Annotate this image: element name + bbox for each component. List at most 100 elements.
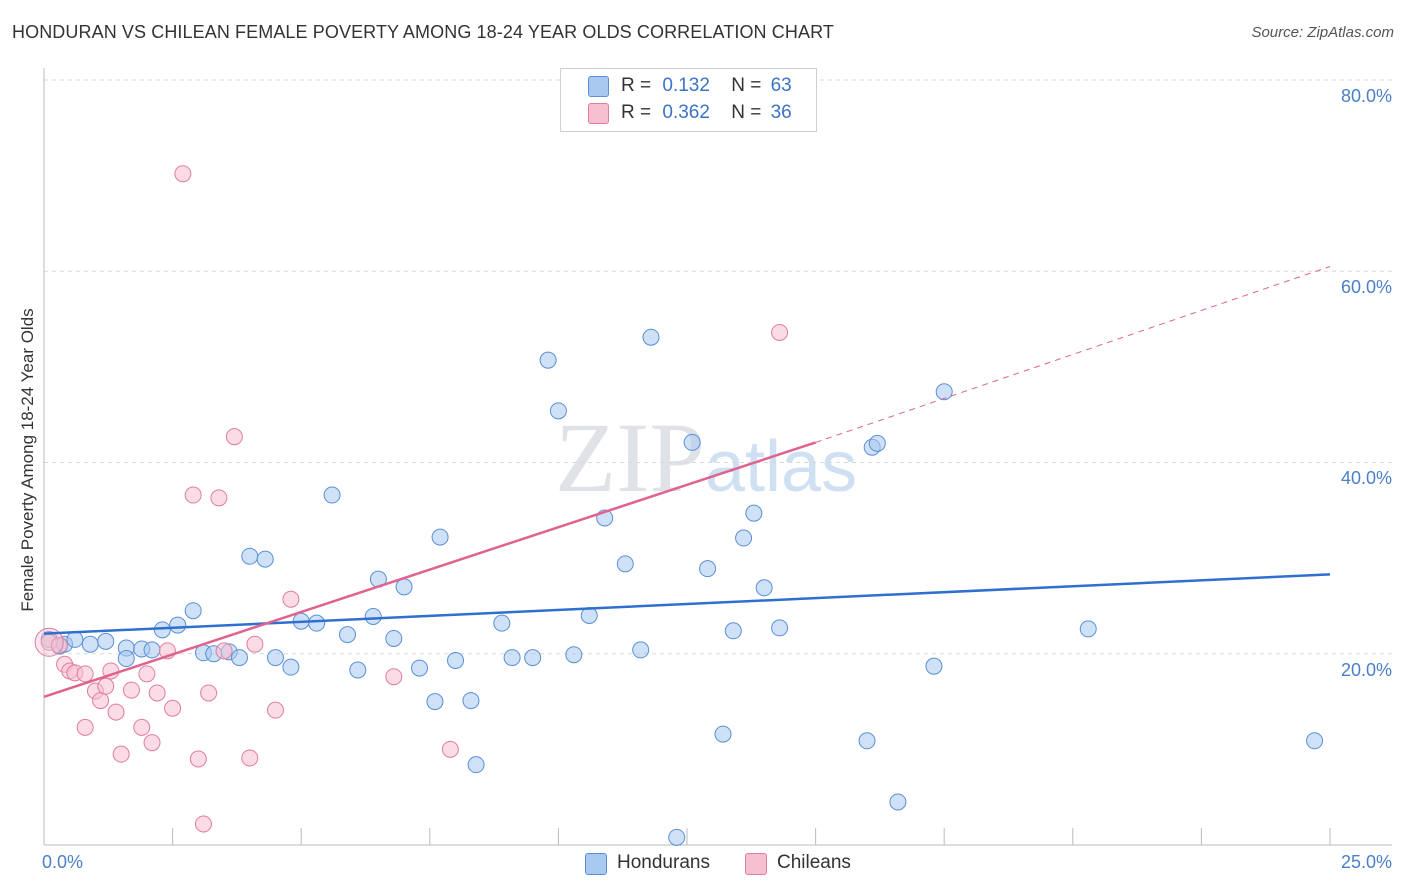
- honduran-point: [462, 692, 480, 710]
- y-tick-60: 60.0%: [1340, 277, 1392, 297]
- chilean-point: [441, 740, 459, 758]
- honduran-point: [81, 635, 99, 653]
- series-legend-chileans: Chileans: [745, 852, 851, 876]
- trend-lines: [43, 265, 1331, 698]
- series-swatch-chileans: [745, 853, 767, 875]
- honduran-point: [714, 725, 732, 743]
- honduran-trend-line: [43, 573, 1331, 635]
- honduran-point: [699, 560, 717, 578]
- legend-n-value: 63: [770, 75, 792, 96]
- honduran-point: [411, 659, 429, 677]
- legend-r-label: R =: [621, 102, 652, 123]
- legend-row-hondurans: R = 0.132 N = 63: [621, 75, 792, 99]
- honduran-point: [935, 383, 953, 401]
- honduran-point: [282, 658, 300, 676]
- chilean-trend-extension: [815, 265, 1331, 443]
- legend-n-value: 36: [770, 102, 792, 123]
- honduran-point: [230, 649, 248, 667]
- grid: [44, 79, 1392, 655]
- chilean-point: [148, 684, 166, 702]
- chilean-point: [97, 677, 115, 695]
- honduran-point: [338, 626, 356, 644]
- honduran-point: [745, 504, 763, 522]
- chilean-point: [241, 749, 259, 767]
- honduran-point: [683, 433, 701, 451]
- chilean-point: [189, 750, 207, 768]
- honduran-point: [524, 649, 542, 667]
- honduran-point: [642, 328, 660, 346]
- chilean-point: [215, 642, 233, 660]
- legend-n-label: N =: [731, 102, 762, 123]
- series-swatch-hondurans: [585, 853, 607, 875]
- chilean-point: [246, 635, 264, 653]
- chilean-point: [122, 681, 140, 699]
- series-label-chileans: Chileans: [777, 852, 851, 873]
- honduran-point: [266, 649, 284, 667]
- honduran-point: [632, 641, 650, 659]
- honduran-point: [364, 607, 382, 625]
- honduran-point: [889, 793, 907, 811]
- honduran-point: [447, 651, 465, 669]
- chilean-point: [200, 684, 218, 702]
- chilean-point: [266, 701, 284, 719]
- honduran-point: [1079, 620, 1097, 638]
- legend-row-chileans: R = 0.362 N = 36: [621, 102, 792, 126]
- honduran-point: [169, 616, 187, 634]
- chilean-point: [92, 692, 110, 710]
- honduran-point: [241, 547, 259, 565]
- honduran-point: [755, 579, 773, 597]
- chilean-point: [771, 323, 789, 341]
- honduran-point: [385, 629, 403, 647]
- honduran-point: [549, 402, 567, 420]
- honduran-point: [66, 630, 84, 648]
- honduran-point: [565, 646, 583, 664]
- legend-swatch-hondurans: [588, 76, 609, 97]
- chart-title: HONDURAN VS CHILEAN FEMALE POVERTY AMONG…: [12, 22, 834, 42]
- honduran-point: [117, 650, 135, 668]
- honduran-point: [143, 641, 161, 659]
- source-credit: Source: ZipAtlas.com: [1251, 24, 1394, 41]
- axes: [43, 68, 1392, 846]
- chilean-point: [138, 665, 156, 683]
- honduran-point: [431, 528, 449, 546]
- chilean-point: [282, 590, 300, 608]
- honduran-point: [184, 602, 202, 620]
- correlation-legend: R = 0.132 N = 63 R = 0.362 N = 36: [560, 68, 817, 132]
- legend-n-label: N =: [731, 75, 762, 96]
- honduran-point: [616, 555, 634, 573]
- chilean-point: [133, 718, 151, 736]
- honduran-point: [323, 486, 341, 504]
- honduran-point: [467, 756, 485, 774]
- chilean-point: [174, 165, 192, 183]
- honduran-point: [426, 693, 444, 711]
- honduran-point: [493, 614, 511, 632]
- legend-r-value: 0.132: [662, 75, 710, 96]
- series-label-hondurans: Hondurans: [617, 852, 710, 873]
- x-tick-max: 25.0%: [1340, 852, 1392, 872]
- chilean-trend-line: [43, 441, 816, 698]
- chilean-point: [194, 815, 212, 833]
- legend-r-label: R =: [621, 75, 652, 96]
- honduran-point: [724, 622, 742, 640]
- chilean-point: [225, 428, 243, 446]
- chilean-point: [112, 745, 130, 763]
- honduran-point: [925, 657, 943, 675]
- honduran-point: [868, 434, 886, 452]
- honduran-point: [668, 828, 686, 846]
- chilean-point: [210, 489, 228, 507]
- y-tick-20: 20.0%: [1340, 660, 1392, 680]
- chilean-points: [34, 165, 789, 833]
- honduran-point: [349, 661, 367, 679]
- honduran-point: [503, 649, 521, 667]
- honduran-point: [1306, 732, 1324, 750]
- honduran-point: [256, 550, 274, 568]
- honduran-point: [771, 619, 789, 637]
- chilean-point: [76, 718, 94, 736]
- honduran-points: [40, 328, 1324, 846]
- honduran-point: [735, 529, 753, 547]
- honduran-point: [97, 632, 115, 650]
- chilean-point: [143, 734, 161, 752]
- chilean-point: [385, 668, 403, 686]
- legend-swatch-chileans: [588, 103, 609, 124]
